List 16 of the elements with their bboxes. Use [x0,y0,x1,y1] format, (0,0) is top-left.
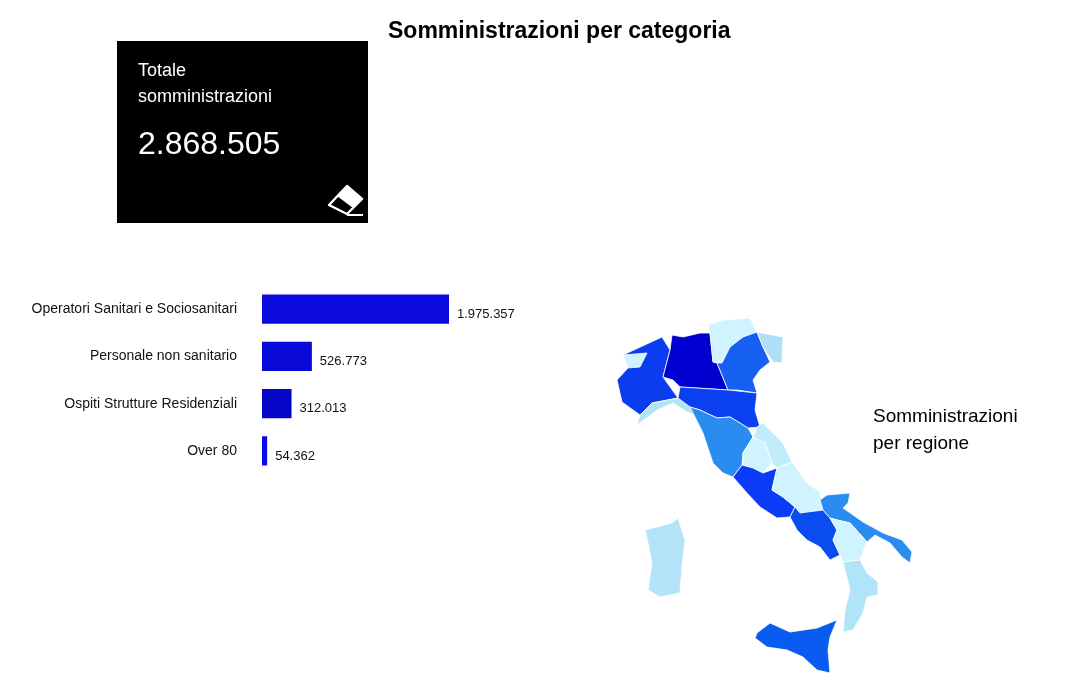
data-label: 312.013 [299,400,347,416]
text: Totale somministrazioni [138,59,274,108]
y-tick-label: Ospiti Strutture Residenziali [64,394,237,411]
text: Somministrazioni per regione [873,404,1019,455]
text: Somministrazioni per categoria [388,16,731,45]
data-label: 1.975.357 [457,305,515,321]
y-tick-label: Operatori Sanitari e Sociosanitari [31,299,237,316]
y-tick-label: Over 80 [187,441,238,458]
data-label: 54.362 [275,447,315,463]
bar [262,388,292,419]
data-label: 526.773 [319,352,367,368]
bar [262,341,312,372]
bar [262,294,449,324]
y-tick-label: Personale non sanitario [89,347,238,364]
text: 2.868.505 [138,124,281,163]
bar [262,436,268,466]
